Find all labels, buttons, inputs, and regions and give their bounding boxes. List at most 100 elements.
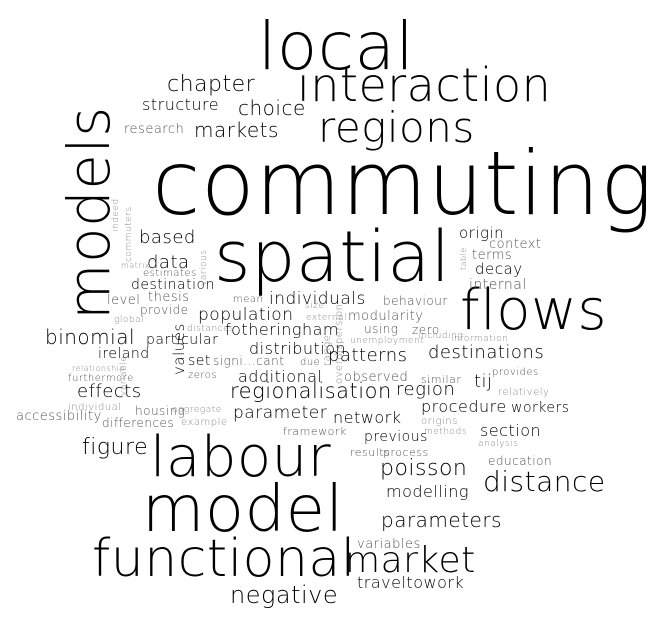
word-market: market [345, 540, 476, 581]
word-section: section [480, 421, 542, 440]
word-choice: choice [238, 96, 306, 120]
word-provides: provides [492, 367, 539, 378]
word-structure: structure [142, 95, 220, 114]
word-labour: labour [150, 425, 332, 490]
word-origins: origins [421, 416, 458, 427]
word-internal: internal [469, 277, 527, 293]
word-education: education [488, 454, 553, 468]
word-variable: variable [119, 355, 129, 396]
word-markets: markets [194, 118, 279, 142]
word-zeros: zeros [188, 370, 218, 381]
word-local: local [258, 8, 415, 85]
word-destination: destination [131, 277, 215, 293]
word-framework: framework [283, 425, 347, 438]
word-observed: observed [344, 370, 409, 385]
word-level: level [107, 293, 141, 308]
word-global: global [114, 315, 145, 325]
word-analysis: analysis [478, 439, 519, 449]
word-model: model [142, 473, 344, 547]
word-various: various [199, 249, 209, 286]
word-range: range [322, 334, 333, 366]
word-process: process [383, 446, 429, 459]
word-individuals: individuals [269, 289, 366, 309]
word-fotheringham: fotheringham [225, 320, 339, 339]
word-significant: signi...cant [213, 354, 285, 368]
word-distance: distance [483, 465, 606, 498]
word-flows: flows [460, 278, 608, 343]
word-regionalisation: regionalisation [230, 379, 392, 403]
word-indeed: indeed [111, 198, 121, 232]
word-relatively: relatively [498, 387, 550, 398]
word-commuting: commuting [152, 132, 654, 235]
word-modelling: modelling [386, 482, 469, 501]
word-distribution: distribution [249, 339, 347, 358]
word-binomial: binomial [45, 325, 136, 349]
word-variables: variables [357, 537, 421, 552]
word-origin: origin [459, 224, 505, 242]
word-traveltowork: traveltowork [357, 573, 465, 592]
word-workers: workers [511, 400, 570, 416]
word-negative: negative [230, 581, 339, 609]
word-additional: additional [238, 367, 323, 386]
word-information: information [451, 334, 509, 344]
word-table: table [459, 247, 468, 270]
word-example: example [181, 417, 228, 428]
word-overdispersion: overdispersion [334, 303, 345, 384]
word-research: research [124, 122, 185, 137]
word-relationship: relationship [72, 364, 126, 373]
word-tij: tij [474, 371, 493, 392]
word-including: including [418, 331, 464, 341]
word-based: based [139, 227, 196, 248]
word-network: network [333, 408, 402, 427]
word-individual: individual [68, 402, 122, 413]
word-aggregate: aggregate [172, 405, 222, 415]
word-procedure: procedure [421, 397, 507, 416]
word-unemployment: unemployment [350, 336, 425, 346]
word-context: context [489, 237, 542, 252]
word-parameter: parameter [233, 403, 328, 423]
word-figure: figure [82, 435, 149, 460]
word-set: set [188, 353, 211, 369]
word-previous: previous [364, 429, 428, 445]
word-values: values [170, 323, 188, 375]
word-particular: particular [146, 332, 219, 348]
word-estimates: estimates [143, 268, 197, 279]
word-thesis: thesis [148, 290, 190, 305]
word-zero: zero [412, 323, 440, 337]
word-functional: functional [92, 529, 356, 589]
word-behaviour: behaviour [383, 294, 448, 308]
word-housing: housing [135, 404, 186, 418]
word-using: using [364, 322, 399, 336]
word-methods: methods [424, 427, 467, 437]
word-spatial: spatial [214, 216, 451, 298]
word-accessibility: accessibility [16, 409, 102, 424]
word-region: region [396, 379, 456, 400]
word-destinations: destinations [428, 342, 545, 363]
word-external: external [306, 313, 348, 323]
word-terms: terms [472, 248, 513, 263]
word-modularity: modularity [348, 309, 424, 324]
word-decay: decay [475, 260, 523, 278]
word-similar: similar [421, 373, 462, 386]
word-mean: mean [233, 294, 264, 305]
word-chapter: chapter [167, 72, 256, 97]
word-due: due [300, 357, 321, 368]
word-parameters: parameters [381, 508, 503, 532]
word-models: models [55, 106, 123, 320]
word-population: population [198, 305, 294, 325]
word-provide: provide [140, 303, 189, 317]
word-results: results [350, 446, 391, 459]
word-data: data [147, 252, 190, 273]
word-interaction: interaction [297, 58, 552, 112]
word-distances: distances [187, 324, 235, 334]
word-commuters: commuters [124, 206, 134, 262]
word-furthermore: furthermore [68, 373, 134, 384]
word-ireland: ireland [98, 346, 150, 362]
word-regions: regions [318, 103, 475, 152]
word-patterns: patterns [328, 345, 408, 366]
word-poisson: poisson [380, 456, 468, 481]
word-size: size [305, 301, 325, 311]
word-effects: effects [77, 381, 142, 402]
word-differences: differences [102, 416, 175, 430]
